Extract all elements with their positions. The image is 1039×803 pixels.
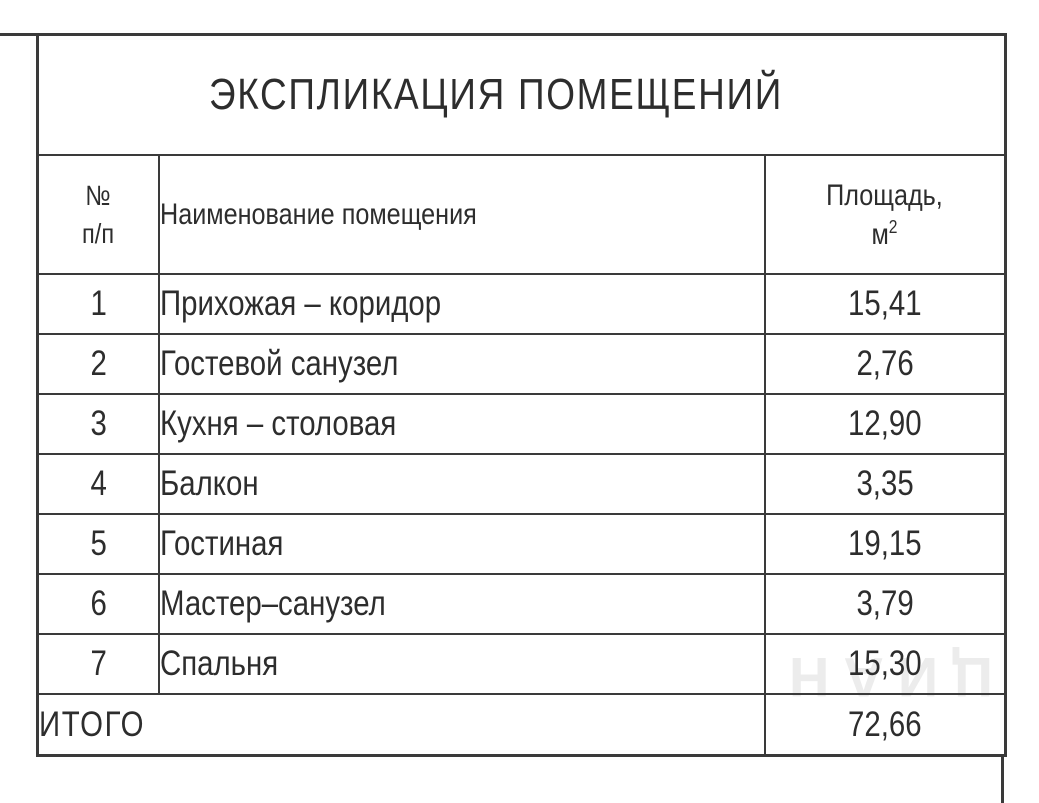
table-row: 3 Кухня – столовая 12,90 xyxy=(36,393,1008,455)
row-number-cell: 5 xyxy=(36,513,160,575)
sheet-frame-line-top-left xyxy=(0,33,39,36)
table-row: 1 Прихожая – коридор 15,41 xyxy=(36,273,1008,335)
total-area-value: 72,66 xyxy=(847,704,922,744)
header-cell-area: Площадь, м2 xyxy=(763,154,1008,275)
header-cell-number: № п/п xyxy=(36,154,160,275)
room-name-cell: Гостевой санузел xyxy=(157,333,766,395)
row-number-cell: 4 xyxy=(36,453,160,515)
room-name-cell: Гостиная xyxy=(157,513,766,575)
room-name-cell: Балкон xyxy=(157,453,766,515)
room-name-cell: Мастер–санузел xyxy=(157,573,766,635)
row-number-cell: 6 xyxy=(36,573,160,635)
table-total-row: ИТОГО 72,66 xyxy=(36,693,1008,757)
table-row: 7 Спальня 15,30 xyxy=(36,633,1008,695)
table-title-row: ЭКСПЛИКАЦИЯ ПОМЕЩЕНИЙ xyxy=(35,33,1008,156)
room-explication-table: ЭКСПЛИКАЦИЯ ПОМЕЩЕНИЙ № п/п Наименование… xyxy=(35,33,1008,757)
header-area-exponent: 2 xyxy=(889,215,898,237)
room-area-cell: 3,79 xyxy=(763,573,1008,635)
header-cell-room-name: Наименование помещения xyxy=(157,154,766,275)
table-title-cell: ЭКСПЛИКАЦИЯ ПОМЕЩЕНИЙ xyxy=(35,33,1008,156)
sheet-frame-line-bottom-right xyxy=(1001,757,1004,803)
room-area-cell: 12,90 xyxy=(763,393,1008,455)
header-area-label: Площадь, xyxy=(826,178,944,212)
header-number-line2: п/п xyxy=(82,217,115,249)
total-label-cell: ИТОГО xyxy=(36,693,766,757)
header-number-line1: № xyxy=(85,179,111,211)
table-row: 4 Балкон 3,35 xyxy=(36,453,1008,515)
total-area-cell: 72,66 xyxy=(763,693,1008,757)
row-number-cell: 2 xyxy=(36,333,160,395)
header-room-name-label: Наименование помещения xyxy=(159,197,477,231)
room-area-cell: 15,41 xyxy=(763,273,1008,335)
room-area-cell: 15,30 xyxy=(763,633,1008,695)
table-row: 5 Гостиная 19,15 xyxy=(36,513,1008,575)
row-number-cell: 7 xyxy=(36,633,160,695)
room-area-cell: 3,35 xyxy=(763,453,1008,515)
room-area-cell: 19,15 xyxy=(763,513,1008,575)
room-name-cell: Спальня xyxy=(157,633,766,695)
header-area-unit: м2 xyxy=(871,215,898,251)
room-name-cell: Прихожая – коридор xyxy=(157,273,766,335)
row-number-cell: 3 xyxy=(36,393,160,455)
room-name-cell: Кухня – столовая xyxy=(157,393,766,455)
total-label: ИТОГО xyxy=(39,704,146,744)
table-header-row: № п/п Наименование помещения Площадь, м2 xyxy=(36,154,1008,275)
table-title: ЭКСПЛИКАЦИЯ ПОМЕЩЕНИЙ xyxy=(209,70,783,119)
row-number-cell: 1 xyxy=(36,273,160,335)
table-row: 2 Гостевой санузел 2,76 xyxy=(36,333,1008,395)
room-area-cell: 2,76 xyxy=(763,333,1008,395)
table-row: 6 Мастер–санузел 3,79 xyxy=(36,573,1008,635)
